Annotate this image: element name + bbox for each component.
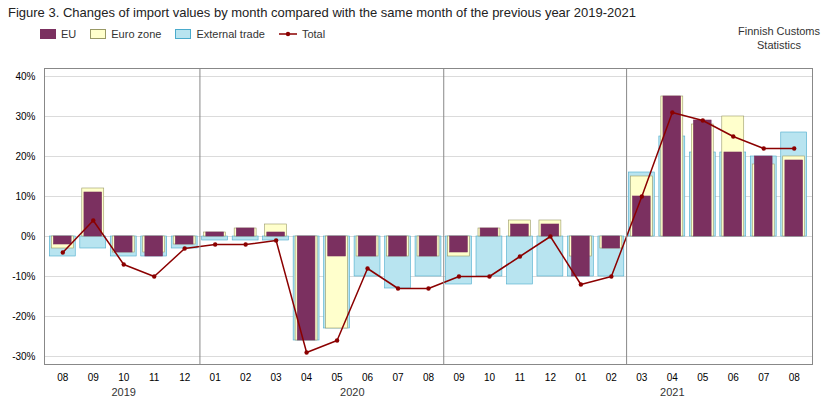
- svg-text:04: 04: [301, 372, 313, 383]
- svg-text:06: 06: [362, 372, 374, 383]
- svg-text:08: 08: [423, 372, 435, 383]
- svg-text:-10%: -10%: [12, 271, 35, 282]
- svg-text:2021: 2021: [660, 386, 684, 398]
- svg-text:09: 09: [453, 372, 465, 383]
- svg-text:07: 07: [392, 372, 404, 383]
- svg-text:07: 07: [758, 372, 770, 383]
- svg-text:08: 08: [57, 372, 69, 383]
- html-text:EU: EU: [61, 28, 77, 40]
- svg-text:11: 11: [149, 372, 160, 383]
- svg-text:05: 05: [332, 372, 344, 383]
- svg-text:03: 03: [271, 372, 283, 383]
- svg-text:02: 02: [240, 372, 252, 383]
- svg-text:04: 04: [667, 372, 679, 383]
- svg-text:-20%: -20%: [12, 311, 35, 322]
- html-text:Total: Total: [301, 28, 326, 40]
- svg-text:09: 09: [88, 372, 100, 383]
- html-text:Euro zone: Euro zone: [111, 28, 162, 40]
- html-text:Figure 3. Changes of import va: Figure 3. Changes of import values by mo…: [8, 5, 636, 20]
- svg-text:2020: 2020: [340, 386, 364, 398]
- svg-text:10: 10: [484, 372, 496, 383]
- svg-text:10: 10: [118, 372, 130, 383]
- svg-text:0%: 0%: [21, 231, 36, 242]
- svg-text:12: 12: [179, 372, 191, 383]
- svg-text:11: 11: [515, 372, 526, 383]
- svg-text:03: 03: [636, 372, 648, 383]
- svg-text:10%: 10%: [15, 191, 35, 202]
- svg-text:2019: 2019: [111, 386, 135, 398]
- svg-text:01: 01: [210, 372, 222, 383]
- html-text:Finnish Customs Statistics: Finnish Customs Statistics: [738, 25, 820, 52]
- svg-text:12: 12: [545, 372, 557, 383]
- svg-text:05: 05: [697, 372, 709, 383]
- svg-text:40%: 40%: [15, 71, 35, 82]
- svg-text:06: 06: [728, 372, 740, 383]
- svg-text:20%: 20%: [15, 151, 35, 162]
- html-text:External trade: External trade: [196, 28, 265, 40]
- svg-text:01: 01: [575, 372, 587, 383]
- svg-text:30%: 30%: [15, 111, 35, 122]
- svg-text:08: 08: [789, 372, 801, 383]
- svg-text:02: 02: [606, 372, 618, 383]
- svg-text:-30%: -30%: [12, 351, 35, 362]
